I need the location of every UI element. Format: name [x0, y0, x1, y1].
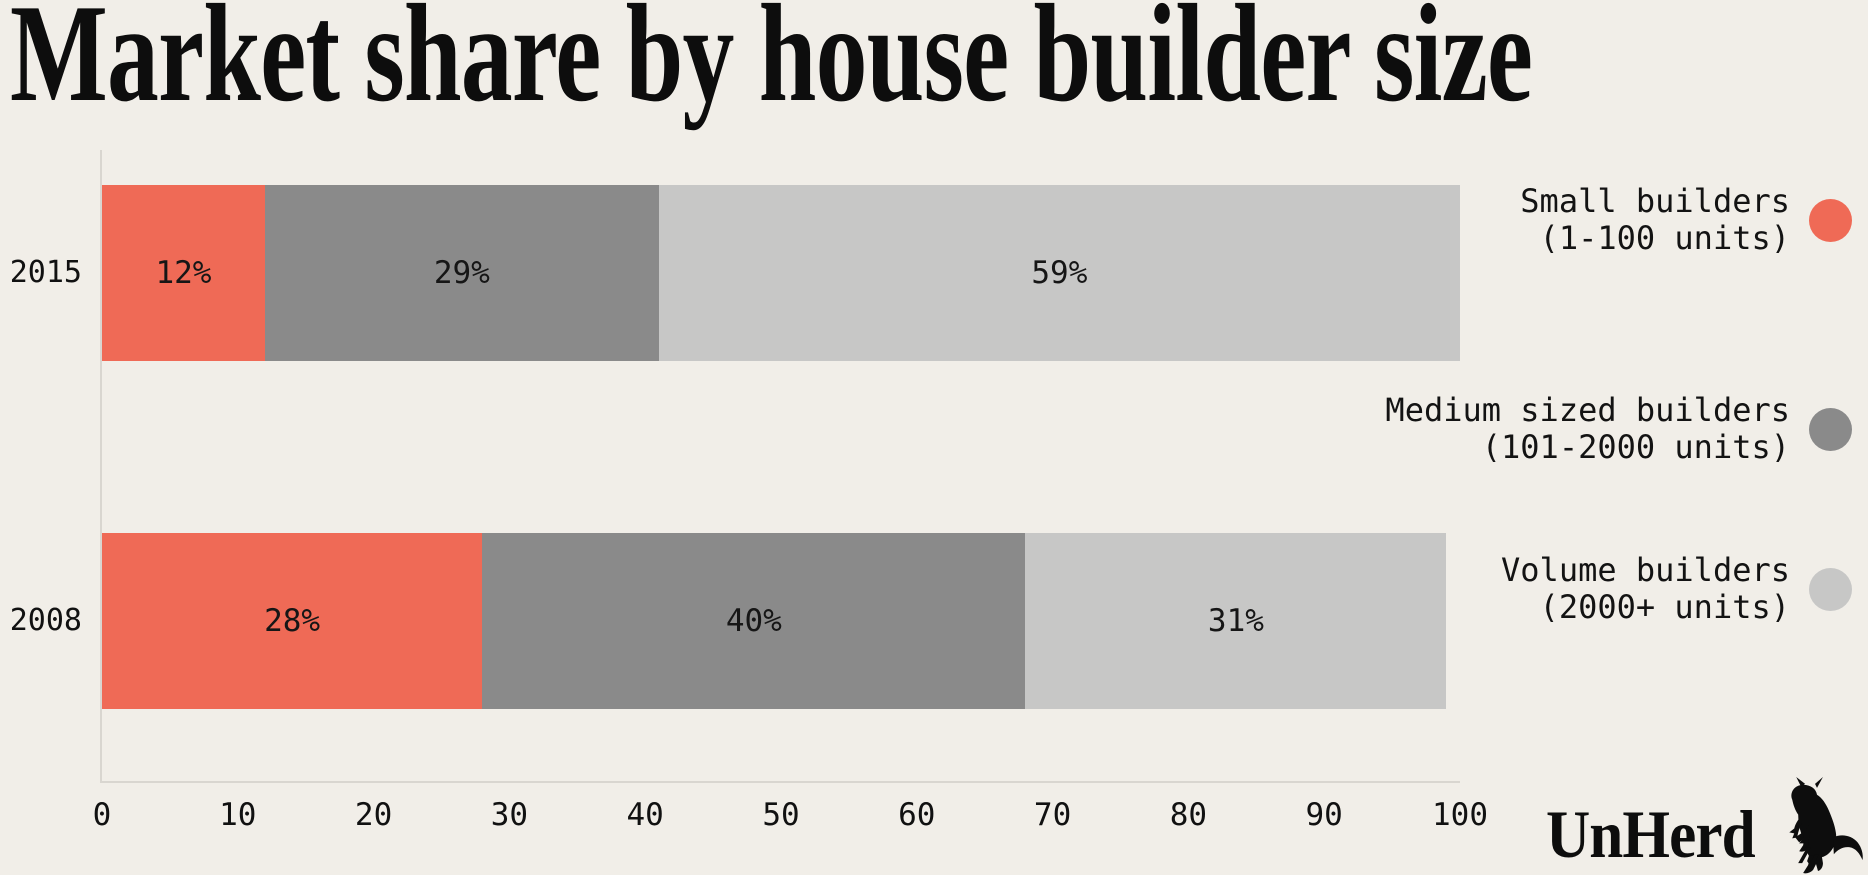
chart-title: Market share by house builder size [10, 0, 1533, 131]
bar-segment: 12% [102, 185, 265, 361]
legend-label-line1: Small builders [1520, 182, 1790, 220]
bar-row-2015: 12% 29% 59% [102, 185, 1460, 361]
x-tick-label: 80 [1169, 797, 1208, 833]
bar-value-label: 59% [1031, 255, 1088, 291]
legend-label-line1: Medium sized builders [1385, 391, 1790, 429]
legend-label: Medium sized builders (101-2000 units) [1385, 392, 1790, 466]
x-tick-label: 0 [92, 797, 112, 833]
category-label-2015: 2015 [9, 255, 82, 290]
bar-value-label: 29% [433, 255, 490, 291]
x-tick-label: 70 [1033, 797, 1072, 833]
x-tick-label: 10 [219, 797, 257, 833]
x-tick-label: 60 [898, 797, 936, 833]
legend-swatch-medium-builders [1809, 407, 1852, 451]
x-axis-tick-labels: 0 10 20 30 40 50 60 70 80 90 100 [93, 797, 1488, 839]
legend-label: Small builders (1-100 units) [1520, 183, 1790, 257]
bar-segment: 31% [1025, 533, 1447, 709]
legend-item-medium-builders: Medium sized builders (101-2000 units) [1385, 392, 1852, 466]
x-tick-label: 100 [1432, 797, 1488, 833]
bar-segment: 40% [482, 533, 1026, 709]
bar-value-label: 40% [725, 603, 782, 639]
bar-segment: 29% [264, 185, 659, 361]
x-tick-label: 20 [354, 797, 393, 833]
category-label-2008: 2008 [9, 603, 82, 638]
bar-value-label: 28% [264, 603, 321, 639]
bar-row-2008: 28% 40% 31% [102, 533, 1447, 709]
x-tick-label: 40 [626, 797, 664, 833]
x-tick-label: 30 [490, 797, 529, 833]
bar-value-label: 12% [155, 255, 212, 291]
legend-label-line1: Volume builders [1501, 551, 1790, 589]
plot-area: 12% 29% 59% 28% 40% 31% [100, 150, 1460, 783]
bar-segment: 28% [102, 533, 483, 709]
bar-value-label: 31% [1207, 603, 1264, 639]
legend-swatch-small-builders [1809, 198, 1852, 242]
legend-label-line2: (2000+ units) [1539, 588, 1790, 626]
legend-swatch-volume-builders [1809, 567, 1852, 611]
legend-item-volume-builders: Volume builders (2000+ units) [1501, 552, 1852, 626]
x-tick-label: 90 [1305, 797, 1343, 833]
legend-label-line2: (101-2000 units) [1481, 428, 1790, 466]
legend-label-line2: (1-100 units) [1539, 219, 1790, 257]
bar-segment: 59% [658, 185, 1460, 361]
legend-item-small-builders: Small builders (1-100 units) [1520, 183, 1852, 257]
brand-wordmark: UnHerd [1546, 796, 1756, 872]
legend-label: Volume builders (2000+ units) [1501, 552, 1790, 626]
rearing-cow-icon [1789, 776, 1863, 874]
x-tick-label: 50 [762, 797, 800, 833]
